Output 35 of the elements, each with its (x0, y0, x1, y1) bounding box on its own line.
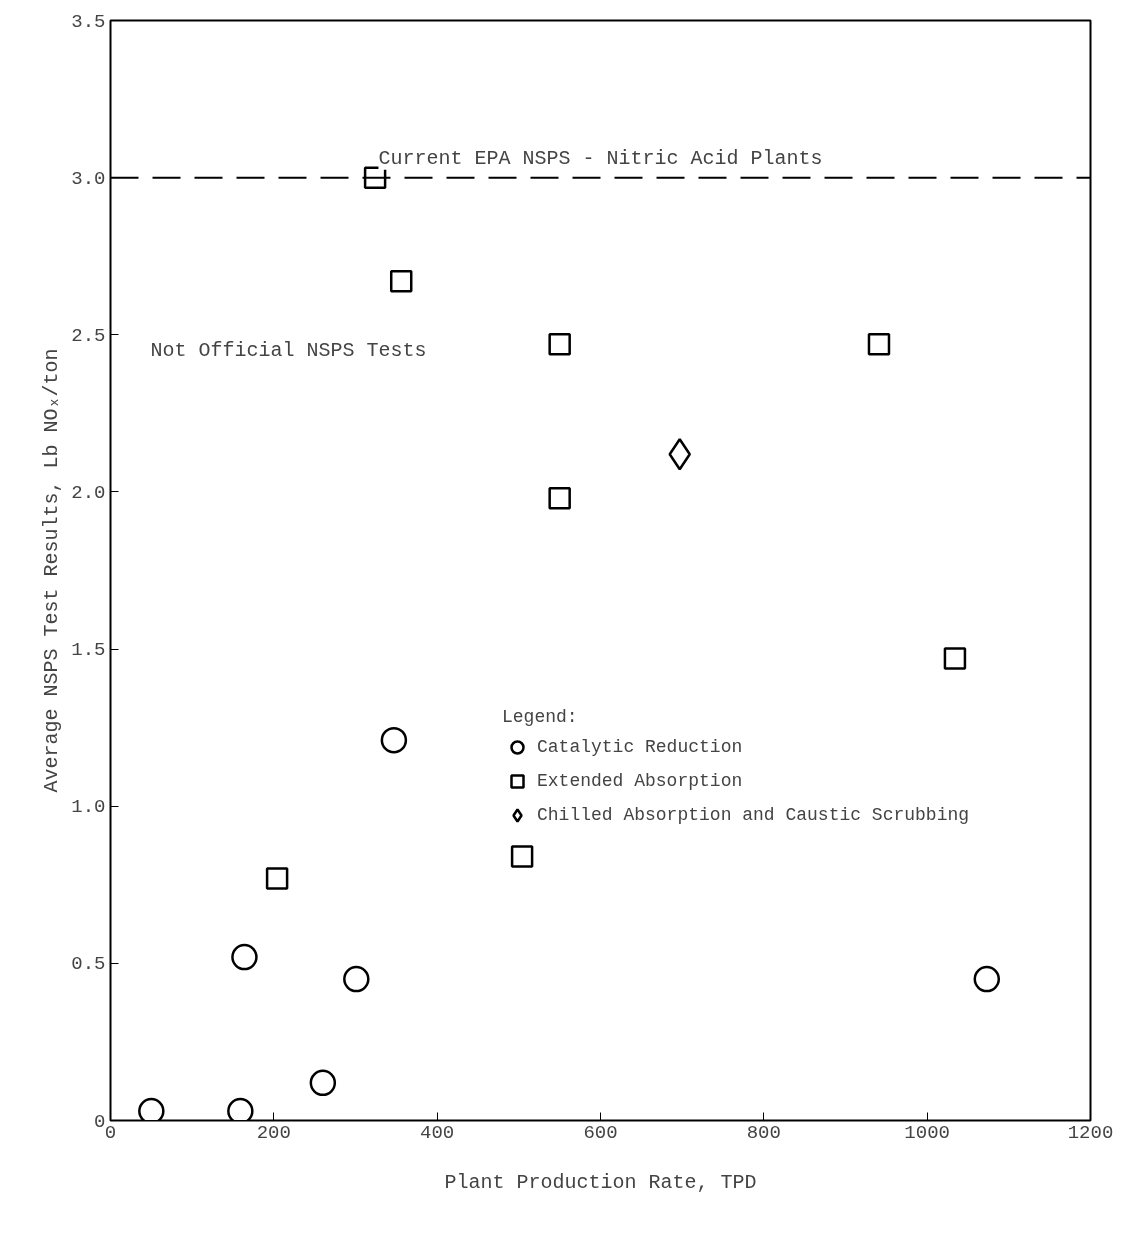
point (943, 647, 967, 670)
legend-label: Extended Absorption (537, 771, 743, 791)
x-tick-label: 400 (420, 1121, 455, 1144)
y-axis-title: Average NSPS Test Results, Lb NOₓ/ton (40, 348, 64, 793)
legend-label: Catalytic Reduction (537, 737, 743, 757)
annotation: Not Official NSPS Tests (150, 339, 427, 362)
legend-label: Chilled Absorption and Caustic Scrubbing (537, 805, 970, 825)
y-tick-label: 0.5 (71, 953, 106, 976)
point (265, 867, 289, 890)
point (510, 845, 534, 868)
point (867, 332, 891, 356)
x-tick-label: 600 (583, 1121, 618, 1144)
y-tick-label: 3.5 (71, 10, 106, 33)
legend-title: Legend: (502, 707, 579, 727)
x-tick-label: 1000 (904, 1121, 950, 1144)
x-tick-label: 1200 (1067, 1121, 1114, 1144)
y-tick-label: 1.0 (71, 796, 106, 819)
point (973, 965, 1001, 993)
y-tick-label: 3.0 (71, 167, 106, 190)
point (231, 943, 258, 971)
point (309, 1069, 337, 1097)
x-tick-label: 800 (746, 1121, 781, 1144)
y-tick-label: 2.0 (71, 481, 106, 504)
ref-line-label: Current EPA NSPS - Nitric Acid Plants (378, 146, 823, 170)
point (380, 726, 408, 754)
point (343, 965, 370, 993)
point (389, 270, 413, 293)
x-axis-title: Plant Production Rate, TPD (444, 1170, 757, 1194)
x-tick-label: 200 (256, 1121, 291, 1144)
y-tick-label: 1.5 (71, 639, 106, 662)
point (548, 332, 571, 356)
y-tick-label: 2.5 (71, 324, 106, 347)
point (227, 1097, 254, 1121)
point (548, 486, 571, 510)
point (138, 1097, 165, 1121)
